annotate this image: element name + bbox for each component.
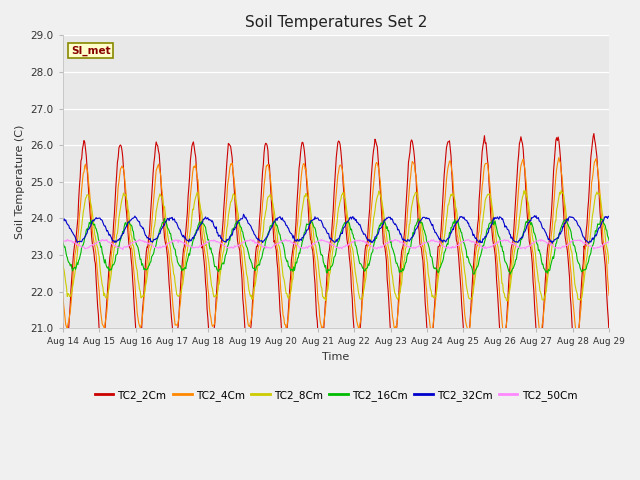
Legend: TC2_2Cm, TC2_4Cm, TC2_8Cm, TC2_16Cm, TC2_32Cm, TC2_50Cm: TC2_2Cm, TC2_4Cm, TC2_8Cm, TC2_16Cm, TC2…	[90, 386, 581, 405]
Title: Soil Temperatures Set 2: Soil Temperatures Set 2	[244, 15, 427, 30]
X-axis label: Time: Time	[323, 352, 349, 362]
Y-axis label: Soil Temperature (C): Soil Temperature (C)	[15, 125, 25, 239]
Text: SI_met: SI_met	[71, 46, 111, 56]
